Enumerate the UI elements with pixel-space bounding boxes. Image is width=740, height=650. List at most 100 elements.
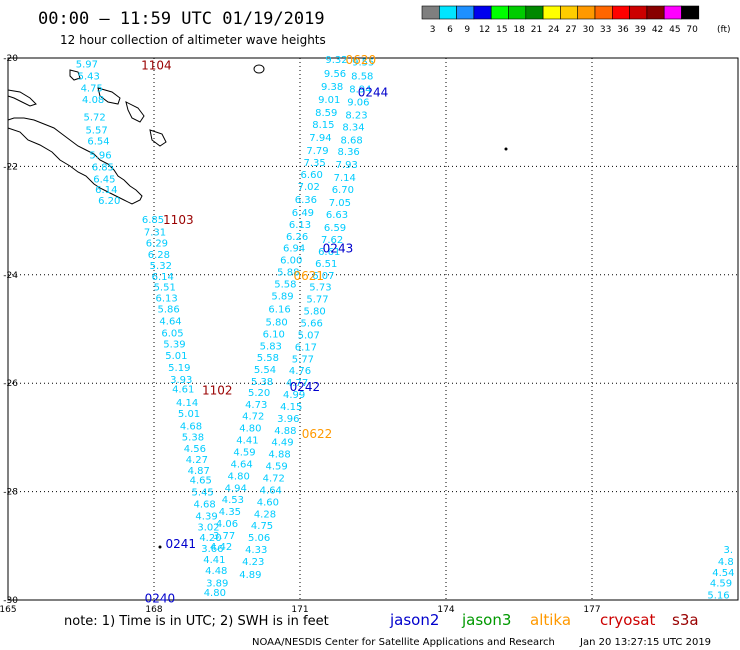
x-tick-label: 177 — [583, 605, 600, 615]
colorbar-swatch — [456, 5, 475, 20]
wave-height-value: 4.59 — [233, 447, 255, 458]
wave-height-value: 5.80 — [266, 317, 288, 328]
wave-height-value: 9.01 — [318, 95, 340, 106]
wave-height-value: 4.99 — [283, 390, 305, 401]
pass-time-label: 0241 — [165, 537, 196, 551]
wave-height-value: 9.56 — [324, 69, 346, 80]
colorbar-tick-label: 70 — [686, 25, 698, 35]
y-tick-label: -24 — [3, 271, 18, 281]
island-outline-1 — [97, 87, 121, 105]
wave-height-value: 8.68 — [340, 135, 362, 146]
wave-height-value: 8.15 — [312, 120, 334, 131]
wave-height-value: 8.59 — [315, 108, 337, 119]
wave-height-value: 6.85 — [92, 162, 114, 173]
colorbar-swatch — [646, 5, 665, 20]
wave-height-value: 4.20 — [199, 533, 221, 544]
colorbar-tick-label: 18 — [513, 25, 525, 35]
wave-height-value: 4.94 — [225, 483, 247, 494]
wave-height-value: 5.57 — [85, 126, 107, 137]
wave-height-value: 7.62 — [321, 235, 343, 246]
wave-height-value: 4.23 — [242, 557, 264, 568]
plot-border — [7, 57, 739, 601]
wave-height-value: 6.63 — [326, 210, 348, 221]
colorbar-swatch — [542, 5, 561, 20]
wave-height-value: 4.14 — [176, 398, 198, 409]
wave-height-value: 5.01 — [165, 351, 187, 362]
pass-time-label: 0242 — [290, 380, 321, 394]
wave-height-value: 6.00 — [280, 256, 302, 267]
wave-height-value: 5.89 — [271, 291, 293, 302]
wave-height-value: 4.06 — [216, 519, 238, 530]
wave-height-value: 6.45 — [93, 174, 115, 185]
wave-height-value: 4.72 — [242, 412, 264, 423]
wave-height-value: 3.66 — [201, 544, 223, 555]
y-tick-label: -30 — [3, 596, 18, 606]
coastline — [7, 64, 508, 549]
colorbar-swatch — [681, 5, 700, 20]
colorbar-unit: (ft) — [717, 25, 731, 35]
wave-height-value: 8.23 — [345, 110, 367, 121]
wave-height-value: 6.54 — [87, 136, 109, 147]
colorbar-swatch — [438, 5, 457, 20]
colorbar-swatch — [577, 5, 596, 20]
wave-height-value: 7.94 — [309, 133, 331, 144]
pass-time-label: 0243 — [323, 242, 354, 256]
wave-height-value: 6.14 — [152, 272, 174, 283]
footer-note: note: 1) Time is in UTC; 2) SWH is in fe… — [64, 614, 329, 629]
wave-height-value: 4.8 — [718, 557, 734, 568]
wave-height-value: 5.86 — [157, 304, 179, 315]
wave-height-value: 4.64 — [159, 316, 181, 327]
new-caledonia-outline — [7, 117, 143, 205]
pass-time-label: 0622 — [302, 427, 333, 441]
wave-height-value: 4.33 — [245, 545, 267, 556]
grid-lines — [8, 58, 738, 600]
satellite-legend-entry: jason2 — [389, 611, 439, 629]
wave-height-value: 6.17 — [295, 342, 317, 353]
wave-height-value: 8.94 — [349, 84, 371, 95]
wave-height-value: 6.85 — [142, 215, 164, 226]
wave-height-value: 5.39 — [163, 340, 185, 351]
island-outline-4 — [69, 69, 81, 81]
island-outline-2 — [125, 101, 145, 123]
wave-height-value: 4.48 — [205, 566, 227, 577]
wave-height-value: 6.16 — [268, 304, 290, 315]
wave-height-value: 5.07 — [298, 330, 320, 341]
wave-height-value: 5.73 — [309, 283, 331, 294]
wave-height-value: 8.58 — [351, 71, 373, 82]
wave-height-value: 5.58 — [274, 279, 296, 290]
satellite-legend-entry: s3a — [672, 611, 699, 629]
wave-height-value: 6.14 — [95, 185, 117, 196]
wave-height-value: 3.93 — [170, 375, 192, 386]
wave-height-value: 4.80 — [228, 471, 250, 482]
wave-height-value: 4.41 — [203, 555, 225, 566]
footer-credit: NOAA/NESDIS Center for Satellite Applica… — [252, 637, 555, 648]
colorbar-swatch — [490, 5, 509, 20]
wave-height-value: 4.59 — [266, 462, 288, 473]
wave-height-value: 6.70 — [332, 185, 354, 196]
wave-height-value: 7.14 — [334, 173, 356, 184]
wave-height-value: 4.39 — [195, 511, 217, 522]
wave-height-value: 6.05 — [161, 328, 183, 339]
satellite-legend-entry: cryosat — [600, 611, 655, 629]
wave-height-value: 5.38 — [182, 432, 204, 443]
wave-height-value: 5.58 — [257, 353, 279, 364]
colorbar-tick-label: 3 — [430, 25, 436, 35]
colorbar-tick-label: 6 — [447, 25, 453, 35]
wave-height-value: 5.66 — [301, 318, 323, 329]
wave-height-value: 4.72 — [263, 474, 285, 485]
pass-time-label: 0240 — [145, 591, 176, 605]
wave-height-value: 4.27 — [186, 455, 208, 466]
wave-height-value: 3.89 — [206, 579, 228, 590]
x-tick-label: 168 — [145, 605, 162, 615]
wave-height-value: 6.94 — [283, 244, 305, 255]
wave-height-value: 4.76 — [289, 366, 311, 377]
island-outline-3 — [149, 129, 167, 147]
wave-height-value: 5.77 — [306, 295, 328, 306]
pass-time-label: 0244 — [358, 86, 389, 100]
wave-height-value: 6.29 — [146, 238, 168, 249]
wave-height-value: 6.26 — [286, 232, 308, 243]
wave-height-value: 7.02 — [298, 182, 320, 193]
wave-height-value: 5.83 — [260, 341, 282, 352]
wave-height-value: 4.15 — [280, 402, 302, 413]
